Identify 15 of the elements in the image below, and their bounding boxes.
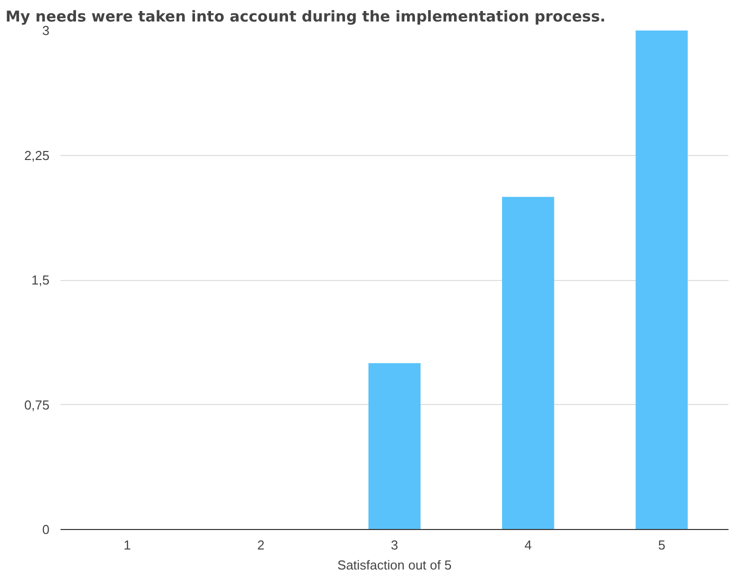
bar: [636, 30, 688, 530]
y-tick-label: 0: [42, 522, 50, 537]
x-tick-label: 3: [390, 538, 398, 552]
y-tick-label: 3: [42, 23, 50, 38]
chart-title: My needs were taken into account during the implementation process.: [6, 8, 606, 26]
x-tick-label: 4: [524, 538, 532, 552]
y-tick-label: 0,75: [24, 397, 50, 412]
y-tick-label: 2,25: [24, 148, 50, 163]
x-tick-label: 1: [124, 538, 131, 552]
y-tick-label: 1,5: [31, 272, 50, 288]
x-tick-label: 2: [257, 538, 265, 552]
bar: [502, 196, 554, 530]
x-tick-label: 5: [658, 538, 666, 552]
bar: [368, 363, 421, 530]
x-axis-title: Satisfaction out of 5: [337, 558, 452, 572]
